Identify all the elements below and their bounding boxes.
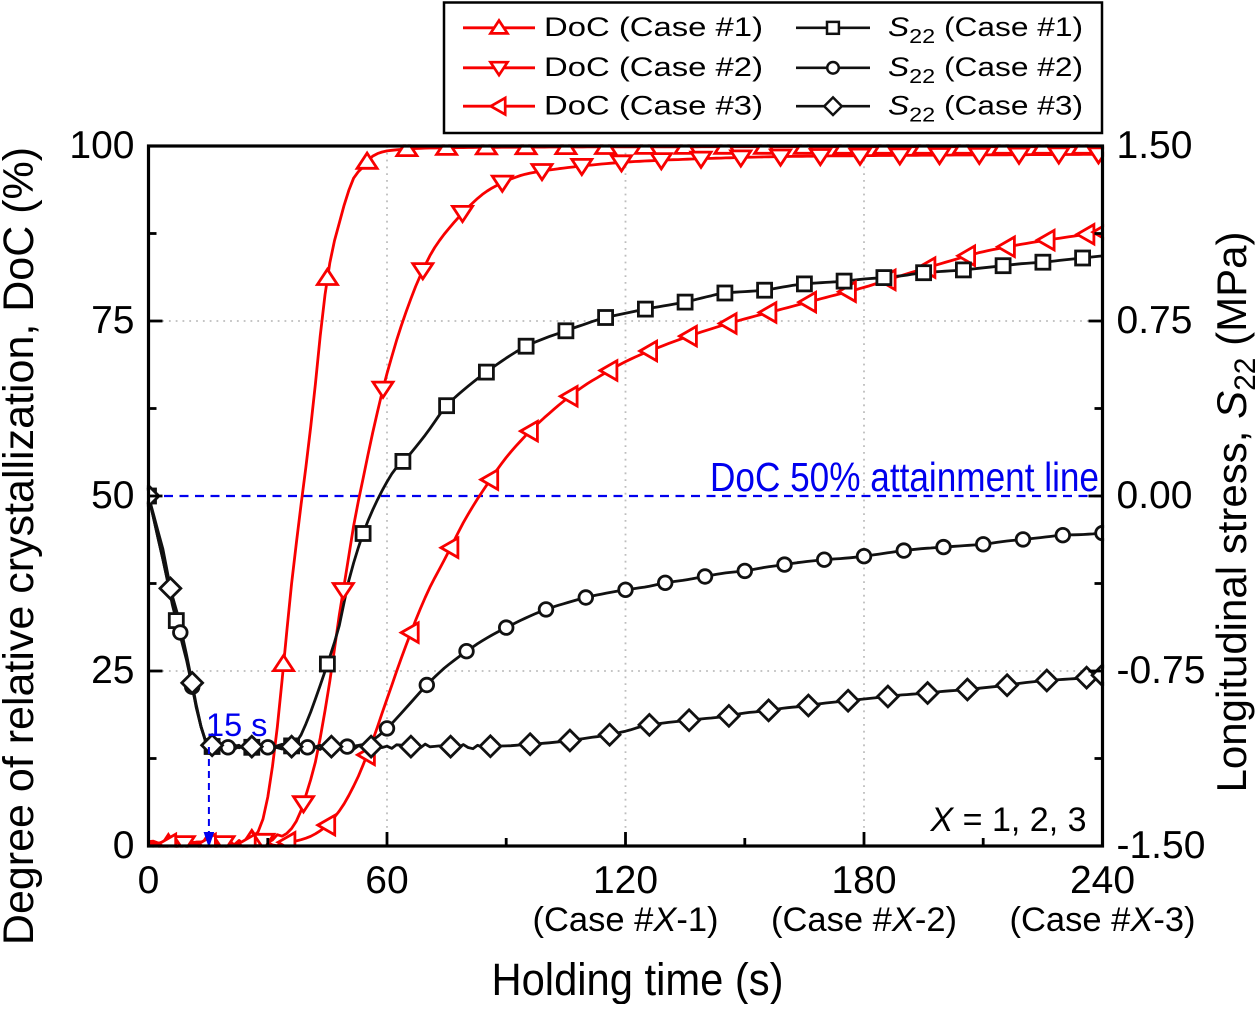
- svg-text:DoC (Case #3): DoC (Case #3): [544, 91, 763, 121]
- svg-text:DoC 50% attainment line: DoC 50% attainment line: [710, 454, 1099, 500]
- svg-text:Degree of relative crystalliza: Degree of relative crystallization, DoC …: [0, 147, 43, 945]
- svg-text:75: 75: [91, 299, 134, 342]
- svg-text:0: 0: [113, 824, 135, 867]
- svg-text:S22 (Case #3): S 22 (Case #3): [888, 91, 1083, 127]
- svg-text:1.50: 1.50: [1117, 124, 1193, 167]
- svg-text:120: 120: [593, 859, 658, 902]
- svg-text:15 s: 15 s: [206, 707, 267, 743]
- svg-text:25: 25: [91, 649, 134, 692]
- svg-text:-1.50: -1.50: [1117, 824, 1206, 867]
- svg-text:(Case #X-1): (Case #X-1): [533, 901, 719, 939]
- svg-text:0: 0: [138, 859, 160, 902]
- svg-text:X = 1, 2, 3: X = 1, 2, 3: [930, 801, 1087, 839]
- svg-text:0.00: 0.00: [1117, 474, 1193, 517]
- svg-text:100: 100: [69, 124, 134, 167]
- svg-text:(Case #X-2): (Case #X-2): [771, 901, 957, 939]
- svg-text:S22 (Case #1): S 22 (Case #1): [888, 12, 1083, 48]
- svg-text:60: 60: [365, 859, 408, 902]
- svg-text:Holding time (s): Holding time (s): [492, 954, 784, 1004]
- svg-text:180: 180: [831, 859, 896, 902]
- svg-text:DoC (Case #2): DoC (Case #2): [544, 52, 763, 82]
- svg-text:0.75: 0.75: [1117, 299, 1193, 342]
- svg-text:240: 240: [1070, 859, 1135, 902]
- svg-text:S22 (Case #2): S 22 (Case #2): [888, 52, 1083, 88]
- svg-text:-0.75: -0.75: [1117, 649, 1206, 692]
- svg-text:DoC (Case #1): DoC (Case #1): [544, 12, 763, 42]
- svg-text:Longitudinal stress, S22 (MPa): Longitudinal stress, S22 (MPa): [1208, 232, 1260, 793]
- svg-text:(Case #X-3): (Case #X-3): [1010, 901, 1196, 939]
- svg-text:50: 50: [91, 474, 134, 517]
